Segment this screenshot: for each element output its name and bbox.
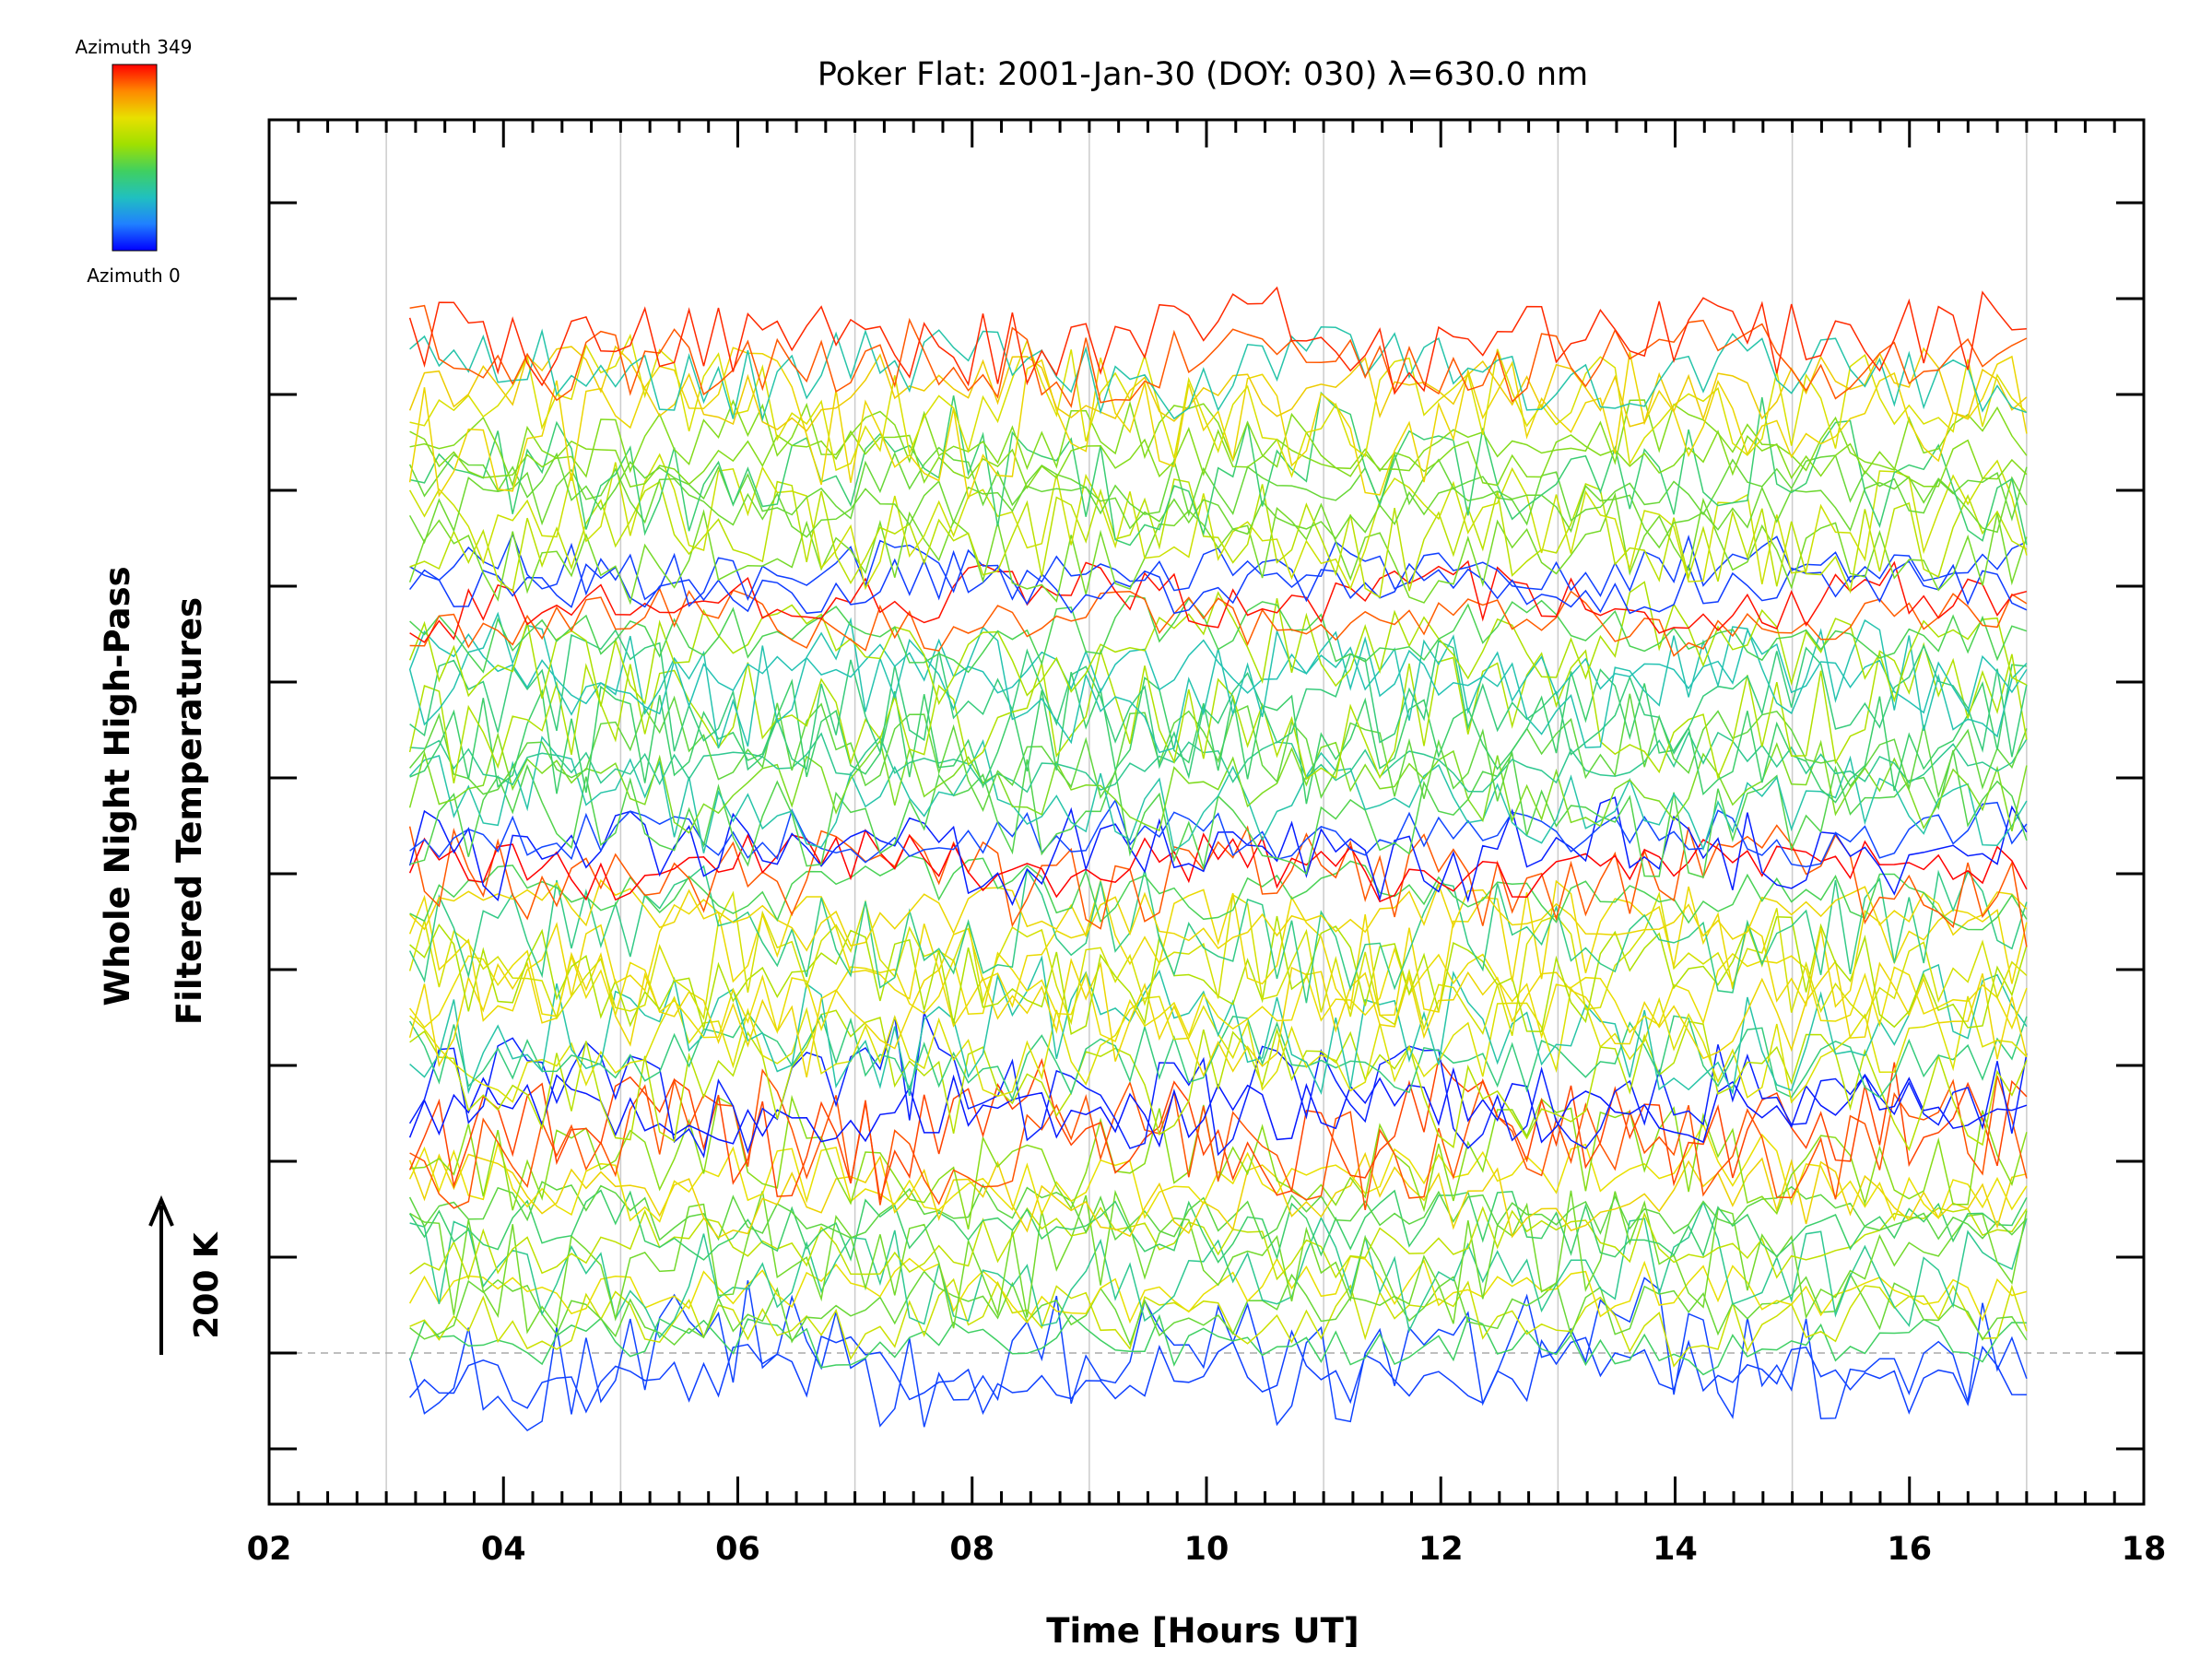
temperature-series-line xyxy=(409,1189,2028,1335)
temperature-series-line xyxy=(408,1011,2028,1101)
x-tick-label: 14 xyxy=(1653,1531,1698,1568)
temperature-series-line xyxy=(409,587,2028,657)
colorbar-top-label: Azimuth 349 xyxy=(76,36,193,58)
temperature-series-line xyxy=(409,629,2028,780)
temperature-series-line xyxy=(409,955,2028,1097)
temperature-series-line xyxy=(409,333,2028,478)
temperature-series-line xyxy=(408,345,2028,432)
temperature-series-line xyxy=(408,1057,2028,1201)
temperature-series-line xyxy=(408,286,2027,395)
temperature-series-line xyxy=(408,453,2028,591)
chart-title: Poker Flat: 2001-Jan-30 (DOY: 030) λ=630… xyxy=(818,56,1588,93)
temperature-series-line xyxy=(408,641,2028,784)
x-tick-label: 06 xyxy=(715,1531,760,1568)
temperature-series-line xyxy=(408,1151,2028,1239)
temperature-series-line xyxy=(408,446,2028,526)
temperature-series-line xyxy=(408,829,2028,903)
temperature-series-line xyxy=(409,878,2028,952)
temperature-series-line xyxy=(408,878,2028,1022)
scale-arrow-head xyxy=(148,1194,174,1227)
temperature-series-line xyxy=(408,1189,2028,1264)
temperature-series-line xyxy=(409,427,2028,489)
temperature-series-line xyxy=(409,391,2028,547)
axis-ticks xyxy=(267,120,2146,1504)
temperature-series-line xyxy=(409,854,2028,931)
temperature-series-line xyxy=(408,732,2028,834)
y-axis-label-line1: Whole Night High-Pass xyxy=(98,566,137,1006)
temperature-series-line xyxy=(409,947,2028,1042)
temperature-series-line xyxy=(409,478,2028,599)
temperature-series-line xyxy=(408,1313,2027,1376)
temperature-series-line xyxy=(408,611,2028,754)
temperature-series-line xyxy=(408,629,2028,715)
y-axis-label-line2: Filtered Temperatures xyxy=(170,597,209,1025)
x-tick-label: 18 xyxy=(2122,1531,2167,1568)
temperature-series-line xyxy=(408,1123,2028,1223)
temperature-series-line xyxy=(408,951,2028,1078)
x-tick-label: 16 xyxy=(1887,1531,1932,1568)
temperature-series-line xyxy=(408,865,2028,1004)
temperature-series-line xyxy=(408,890,2028,1037)
temperature-series-line xyxy=(408,1066,2028,1148)
temperature-series-line xyxy=(408,1181,2028,1241)
colorbar xyxy=(112,64,158,252)
temperature-series-line xyxy=(409,1009,2028,1152)
x-tick-label: 02 xyxy=(247,1531,292,1568)
temperature-series-line xyxy=(409,1277,2028,1368)
temperature-series-line xyxy=(409,594,2028,674)
x-tick-label: 12 xyxy=(1418,1531,1464,1568)
temperature-series-line xyxy=(409,399,2028,488)
x-tick-label: 04 xyxy=(481,1531,526,1568)
temperature-series-line xyxy=(409,731,2028,794)
x-tick-labels: 02 04 06 08 10 12 14 16 18 xyxy=(247,1531,2167,1568)
temperature-series-line xyxy=(408,581,2028,707)
temperature-series-line xyxy=(409,664,2027,805)
temperature-series-line xyxy=(408,1009,2028,1159)
temperature-series xyxy=(408,286,2028,1431)
temperature-series-line xyxy=(409,559,2028,643)
temperature-series-line xyxy=(409,1206,2028,1281)
temperature-series-line xyxy=(408,796,2028,906)
temperature-series-line xyxy=(409,326,2028,422)
temperature-series-line xyxy=(409,735,2028,853)
temperature-series-line xyxy=(408,1277,2028,1431)
x-tick-label: 08 xyxy=(949,1531,994,1568)
x-tick-label: 10 xyxy=(1184,1531,1230,1568)
temperature-series-line xyxy=(409,1068,2028,1211)
temperature-series-line xyxy=(409,304,2028,408)
temperature-series-line xyxy=(408,492,2028,606)
temperature-series-line xyxy=(408,465,2028,549)
temperature-series-line xyxy=(409,549,2028,615)
temperature-series-line xyxy=(409,1200,2028,1339)
temperature-series-line xyxy=(409,1270,2028,1347)
temperature-series-line xyxy=(408,824,2028,947)
colorbar-bottom-label: Azimuth 0 xyxy=(87,265,181,287)
x-axis-label: Time [Hours UT] xyxy=(1046,1611,1359,1651)
scale-bar-label: 200 K xyxy=(188,1231,226,1339)
temperature-series-line xyxy=(409,1329,2027,1416)
